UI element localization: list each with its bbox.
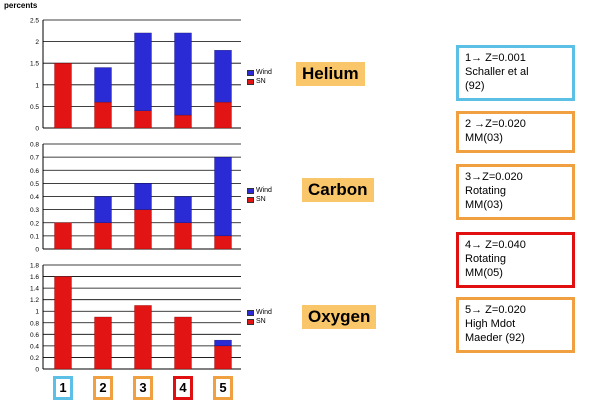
legend-label: Wind xyxy=(256,309,272,316)
helium-tick-label: 1.5 xyxy=(30,61,39,68)
legend-label: Wind xyxy=(256,69,272,76)
helium-bar-sn xyxy=(94,101,112,129)
oxygen-tick-label: 1.2 xyxy=(30,297,39,304)
carbon-tick-label: 0.1 xyxy=(30,233,39,240)
category-number-4: 4 xyxy=(173,376,193,400)
legend-swatch xyxy=(247,78,254,85)
helium-bar-wind xyxy=(94,67,112,103)
oxygen-label: Oxygen xyxy=(302,305,377,329)
model-box-line: 1→ Z=0.001 xyxy=(465,52,526,64)
helium-tick-label: 0.5 xyxy=(30,104,39,111)
model-box-line: (92) xyxy=(465,80,485,92)
model-box-line: Rotating xyxy=(465,185,506,197)
carbon-bar-sn xyxy=(94,222,112,250)
helium-bar-sn xyxy=(174,114,192,129)
model-box-line: MM(03) xyxy=(465,132,503,144)
oxygen-legend: Wind SN xyxy=(247,308,272,326)
carbon-bar-wind xyxy=(134,183,152,210)
helium-bar-sn xyxy=(214,101,232,129)
model-box-line: High Mdot xyxy=(465,318,516,330)
helium-tick-label: 1 xyxy=(35,82,39,89)
oxygen-bar-sn xyxy=(174,316,192,370)
legend-swatch xyxy=(247,187,254,194)
oxygen-tick-label: 0.8 xyxy=(30,320,39,327)
model-box-3: 3→Z=0.020 Rotating MM(03) xyxy=(456,164,575,220)
carbon-legend-sn: SN xyxy=(247,195,272,204)
legend-label: SN xyxy=(256,318,266,325)
oxygen-tick-label: 0.4 xyxy=(30,343,39,350)
oxygen-tick-label: 0.2 xyxy=(30,355,39,362)
carbon-bar-wind xyxy=(214,156,232,237)
oxygen-bar-sn xyxy=(54,276,72,370)
oxygen-bar-sn xyxy=(94,316,112,370)
unit-label: percents xyxy=(4,1,38,10)
helium-tick-label: 2.5 xyxy=(30,18,39,25)
oxygen-bar-sn xyxy=(214,345,232,370)
legend-label: SN xyxy=(256,78,266,85)
carbon-tick-label: 0.7 xyxy=(30,155,39,162)
carbon-legend: Wind SN xyxy=(247,186,272,204)
legend-swatch xyxy=(247,309,254,316)
carbon-bar-sn xyxy=(134,209,152,250)
helium-legend-wind: Wind xyxy=(247,68,272,77)
oxygen-tick-label: 0.6 xyxy=(30,332,39,339)
carbon-tick-label: 0.3 xyxy=(30,207,39,214)
model-box-2: 2 →Z=0.020 MM(03) xyxy=(456,111,575,153)
oxygen-tick-label: 1 xyxy=(35,309,39,316)
helium-tick-label: 2 xyxy=(35,39,39,46)
oxygen-legend-wind: Wind xyxy=(247,308,272,317)
helium-tick-label: 0 xyxy=(35,126,39,133)
carbon-bar-wind xyxy=(174,196,192,223)
helium-legend-sn: SN xyxy=(247,77,272,86)
model-box-line: Schaller et al xyxy=(465,66,529,78)
helium-bar-wind xyxy=(134,32,152,111)
legend-label: SN xyxy=(256,196,266,203)
helium-legend: Wind SN xyxy=(247,68,272,86)
helium-bar-wind xyxy=(174,32,192,116)
oxygen-bar-sn xyxy=(134,305,152,370)
helium-bar-sn xyxy=(54,63,72,129)
carbon-bar-sn xyxy=(214,235,232,250)
model-box-line: 2 →Z=0.020 xyxy=(465,118,526,130)
carbon-tick-label: 0.6 xyxy=(30,168,39,175)
helium-label: Helium xyxy=(296,62,365,86)
carbon-legend-wind: Wind xyxy=(247,186,272,195)
model-box-line: MM(03) xyxy=(465,199,503,211)
model-box-line: 4→ Z=0.040 xyxy=(465,239,526,251)
carbon-tick-label: 0.5 xyxy=(30,181,39,188)
helium-bar-sn xyxy=(134,110,152,129)
legend-swatch xyxy=(247,196,254,203)
carbon-bar-sn xyxy=(174,222,192,250)
model-box-line: Rotating xyxy=(465,253,506,265)
oxygen-tick-label: 1.6 xyxy=(30,274,39,281)
category-number-5: 5 xyxy=(213,376,233,400)
helium-bar-wind xyxy=(214,50,232,103)
model-box-line: 5→ Z=0.020 xyxy=(465,304,526,316)
carbon-tick-label: 0.8 xyxy=(30,142,39,149)
oxygen-legend-sn: SN xyxy=(247,317,272,326)
category-number-1: 1 xyxy=(53,376,73,400)
category-number-3: 3 xyxy=(133,376,153,400)
carbon-bar-wind xyxy=(94,196,112,223)
oxygen-tick-label: 1.4 xyxy=(30,286,39,293)
model-box-line: Maeder (92) xyxy=(465,332,525,344)
legend-swatch xyxy=(247,69,254,76)
oxygen-tick-label: 0 xyxy=(35,367,39,374)
legend-label: Wind xyxy=(256,187,272,194)
carbon-label: Carbon xyxy=(302,178,374,202)
oxygen-bar-wind xyxy=(214,339,232,347)
model-box-5: 5→ Z=0.020 High Mdot Maeder (92) xyxy=(456,297,575,353)
carbon-tick-label: 0.2 xyxy=(30,220,39,227)
carbon-tick-label: 0 xyxy=(35,247,39,254)
oxygen-tick-label: 1.8 xyxy=(30,263,39,270)
category-number-2: 2 xyxy=(93,376,113,400)
carbon-tick-label: 0.4 xyxy=(30,194,39,201)
model-box-line: MM(05) xyxy=(465,267,503,279)
model-box-1: 1→ Z=0.001 Schaller et al (92) xyxy=(456,45,575,101)
legend-swatch xyxy=(247,318,254,325)
model-box-4: 4→ Z=0.040 Rotating MM(05) xyxy=(456,232,575,288)
carbon-bar-sn xyxy=(54,222,72,250)
model-box-line: 3→Z=0.020 xyxy=(465,171,523,183)
